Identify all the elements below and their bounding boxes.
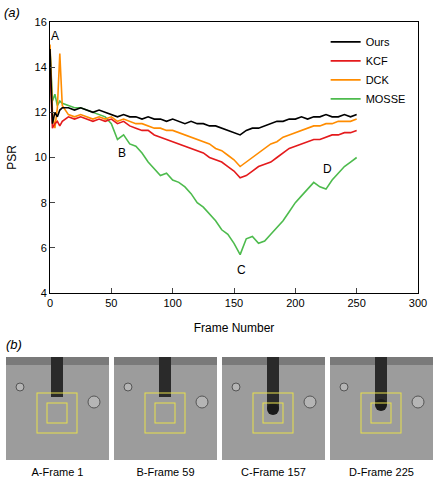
svg-text:16: 16 xyxy=(35,16,47,28)
svg-text:(a): (a) xyxy=(4,5,20,20)
svg-text:D: D xyxy=(323,162,332,176)
svg-text:8: 8 xyxy=(41,197,47,209)
svg-text:12: 12 xyxy=(35,106,47,118)
svg-text:MOSSE: MOSSE xyxy=(366,93,406,105)
svg-text:DCK: DCK xyxy=(366,74,390,86)
svg-text:50: 50 xyxy=(105,297,117,309)
svg-text:6: 6 xyxy=(41,242,47,254)
svg-text:150: 150 xyxy=(225,297,243,309)
svg-text:Ours: Ours xyxy=(366,36,390,48)
svg-text:14: 14 xyxy=(35,61,47,73)
svg-text:100: 100 xyxy=(163,297,181,309)
html-text:(b): (b) xyxy=(6,337,22,352)
svg-text:200: 200 xyxy=(286,297,304,309)
svg-text:KCF: KCF xyxy=(366,55,388,67)
svg-text:10: 10 xyxy=(35,151,47,163)
svg-text:A: A xyxy=(51,29,59,43)
svg-text:C: C xyxy=(237,263,246,277)
html-text:B-Frame 59: B-Frame 59 xyxy=(136,466,195,478)
svg-text:PSR: PSR xyxy=(5,145,19,170)
svg-text:B: B xyxy=(118,146,126,160)
svg-text:0: 0 xyxy=(47,297,53,309)
svg-text:250: 250 xyxy=(347,297,365,309)
html-text:A-Frame 1: A-Frame 1 xyxy=(31,466,84,478)
html-text:C-Frame 157: C-Frame 157 xyxy=(241,466,306,478)
html-text:D-Frame 225: D-Frame 225 xyxy=(349,466,414,478)
svg-text:Frame Number: Frame Number xyxy=(194,321,275,335)
svg-text:4: 4 xyxy=(41,287,47,299)
svg-text:300: 300 xyxy=(409,297,427,309)
